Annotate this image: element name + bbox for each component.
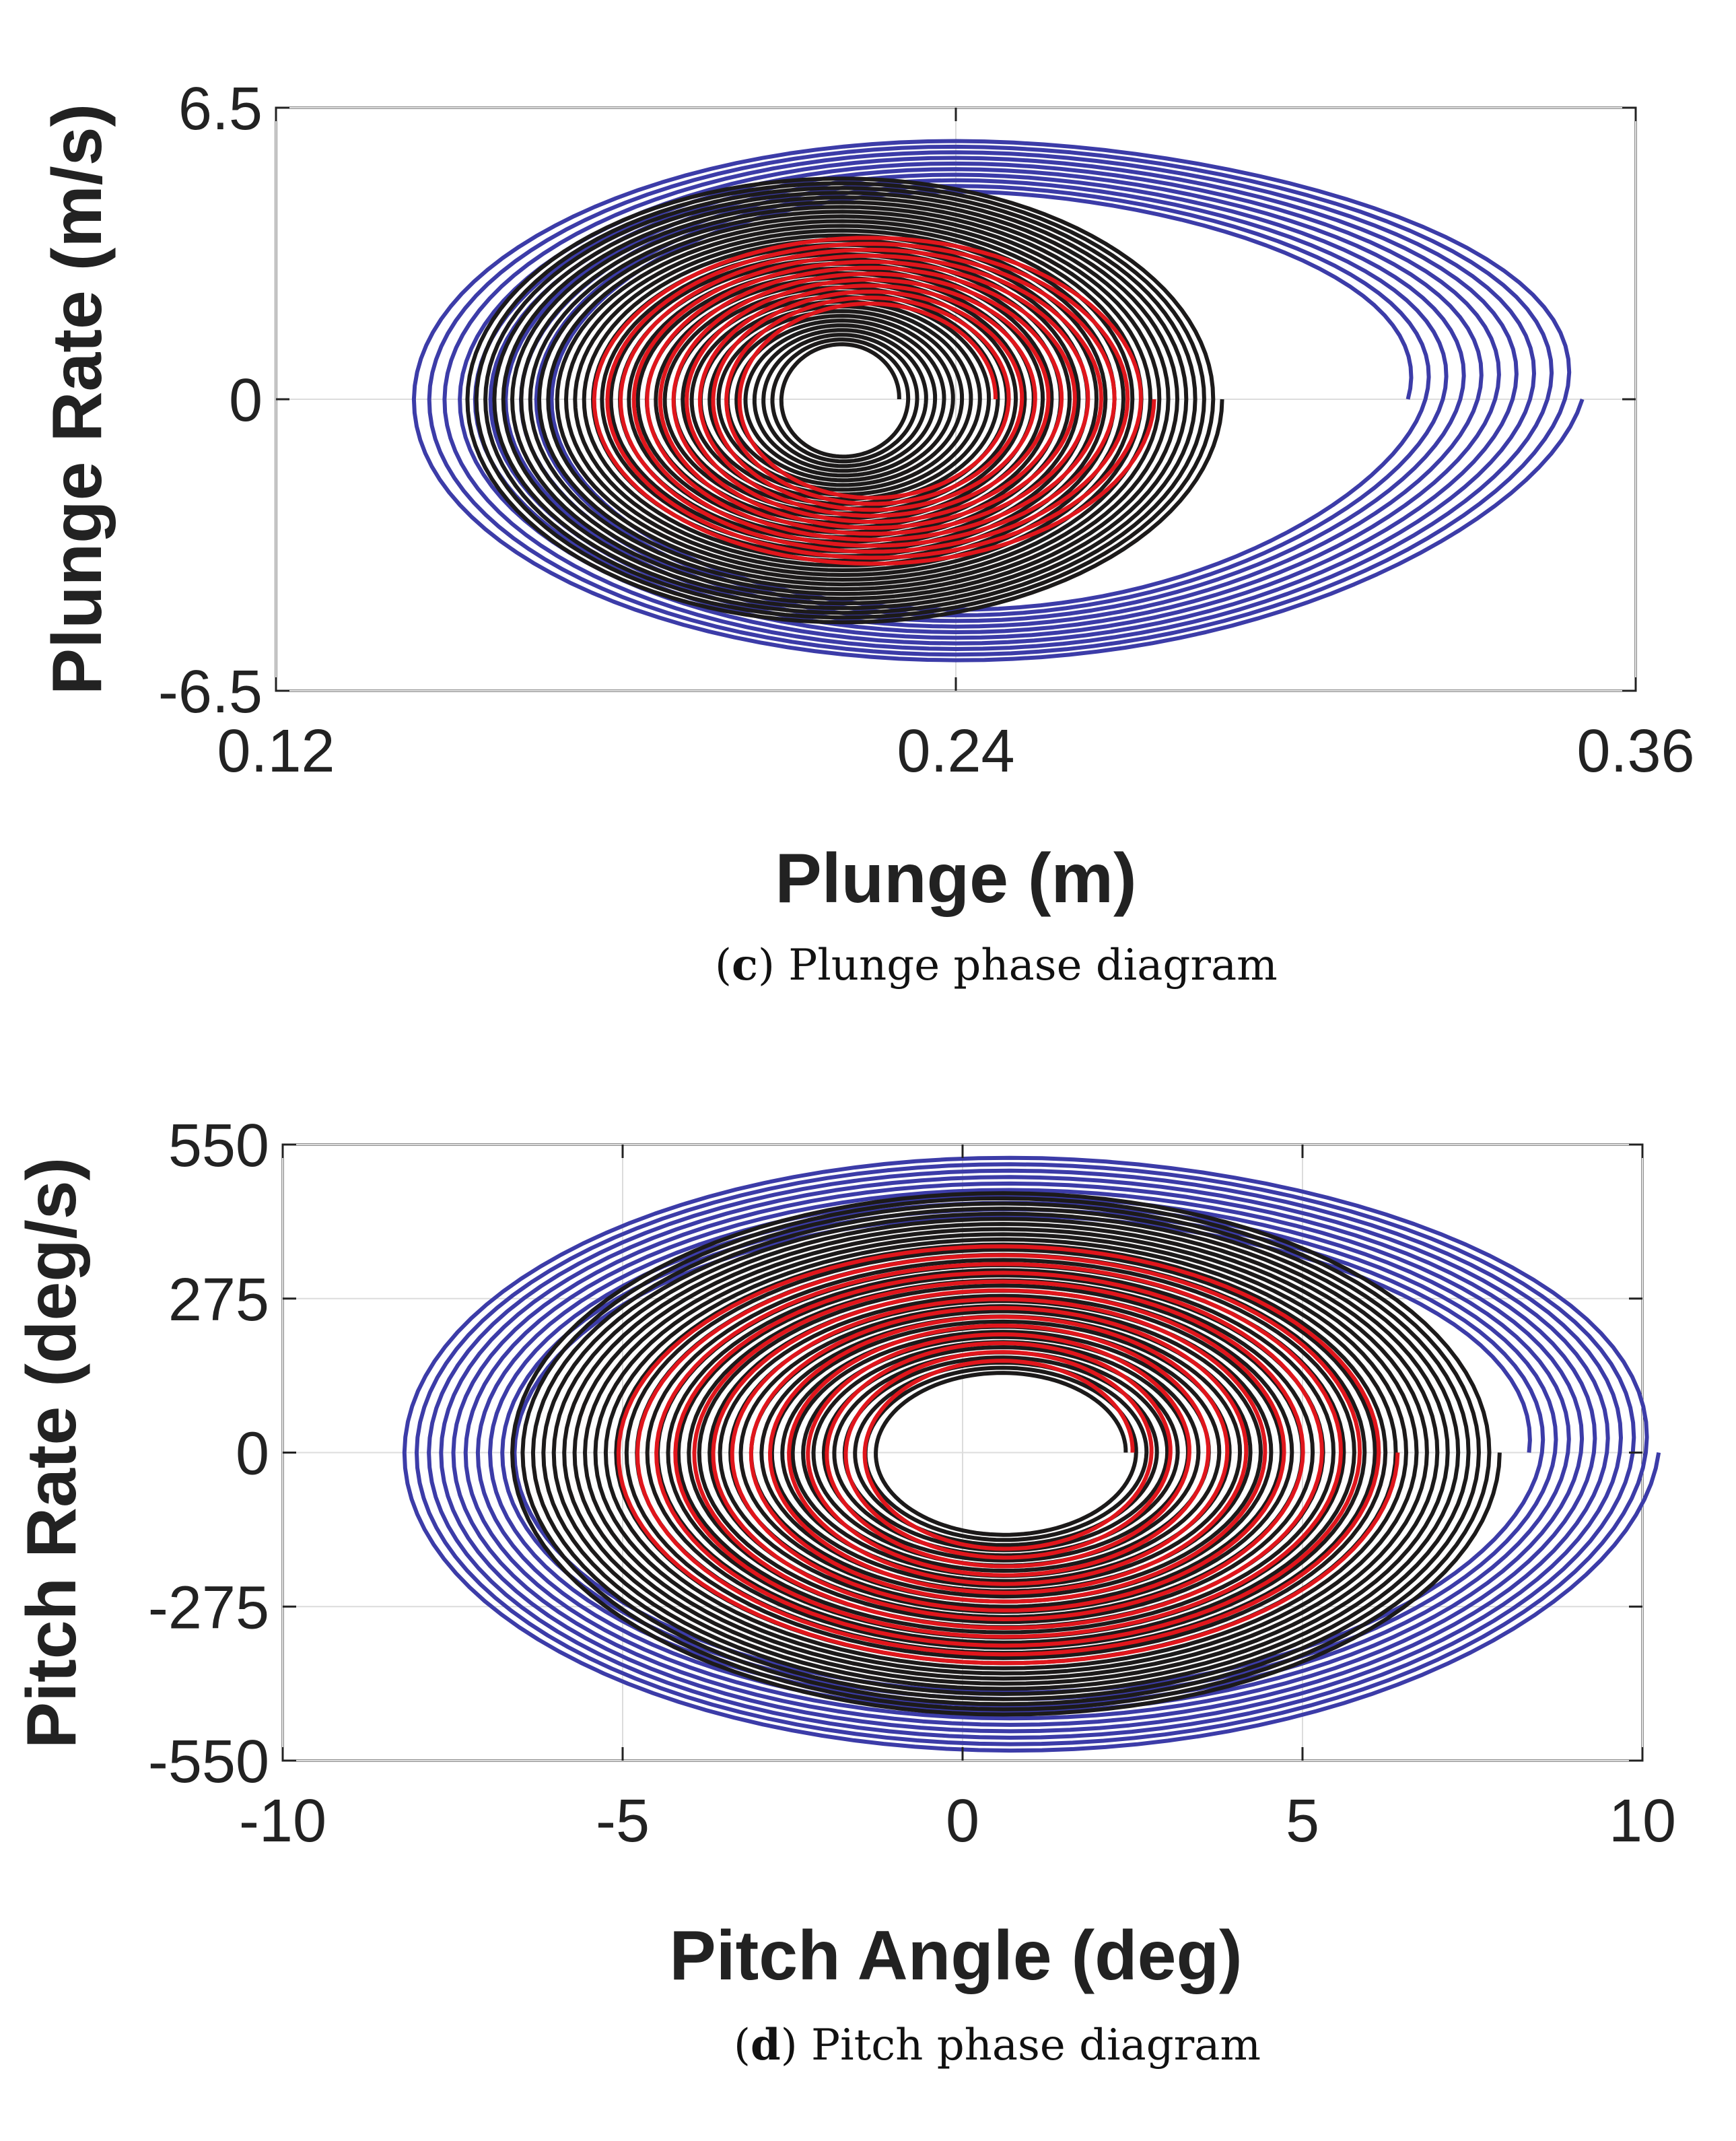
y-tick-label: -275	[148, 1574, 269, 1641]
y-tick-label: 0	[236, 1421, 269, 1488]
x-tick-label: -5	[596, 1788, 650, 1855]
y-tick-label: 550	[168, 1112, 269, 1180]
y-tick-label: -6.5	[158, 658, 263, 726]
figure: 0.12 0.24 0.36 -6.5 0 6.5 Plunge (m) Plunge R…	[13, 75, 1695, 2070]
x-axis-label: Plunge (m)	[775, 840, 1136, 918]
caption-d: (d) Pitch phase diagram	[734, 2020, 1261, 2070]
caption-c-text: Plunge phase diagram	[788, 941, 1278, 990]
series-red-trajectory	[592, 236, 1156, 566]
caption-d-text: Pitch phase diagram	[811, 2020, 1261, 2070]
x-tick-label: 5	[1286, 1788, 1319, 1855]
x-tick-label: 0.24	[897, 718, 1014, 785]
series-red-trajectory	[616, 1244, 1400, 1666]
plunge-phase-chart: 0.12 0.24 0.36 -6.5 0 6.5 Plunge (m) Plunge R…	[38, 75, 1695, 918]
y-tick-label: 275	[168, 1266, 269, 1334]
x-tick-label: 10	[1609, 1788, 1676, 1855]
caption-c: (c) Plunge phase diagram	[715, 940, 1278, 990]
caption-d-letter: d	[750, 2020, 781, 2070]
x-tick-label: 0.36	[1576, 718, 1694, 785]
y-tick-label: -550	[148, 1728, 269, 1796]
y-axis-label: Pitch Rate (deg/s)	[13, 1157, 91, 1748]
pitch-phase-chart: -10 -5 0 5 10 -550 -275 0 275 550 Pitch Angle (de…	[13, 1112, 1676, 1995]
y-tick-label: 0	[229, 367, 263, 434]
y-tick-label: 6.5	[178, 75, 263, 143]
caption-c-letter: c	[731, 940, 758, 990]
x-tick-label: 0.12	[217, 718, 335, 785]
y-axis-label: Plunge Rate (m/s)	[38, 104, 116, 695]
x-tick-label: 0	[946, 1788, 979, 1855]
x-axis-label: Pitch Angle (deg)	[669, 1917, 1242, 1995]
x-tick-label: -10	[239, 1788, 326, 1855]
